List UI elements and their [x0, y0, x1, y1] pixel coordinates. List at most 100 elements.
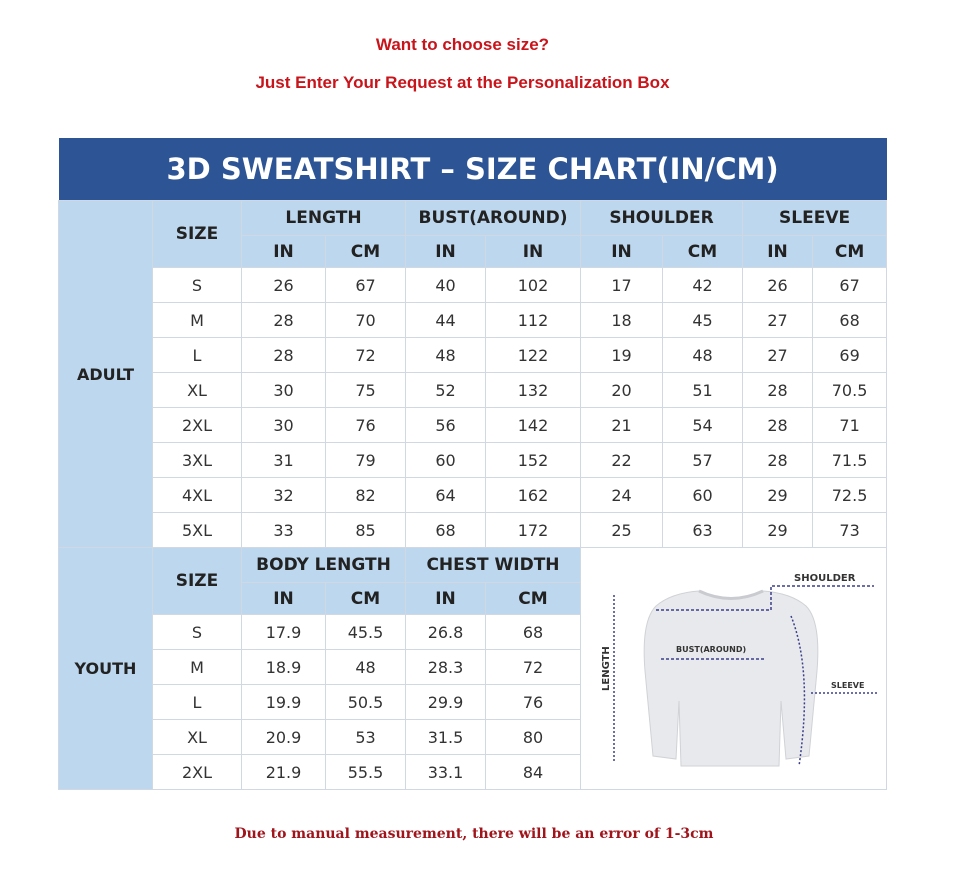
table-row: L 28 72 48 122 19 48 27 69 — [59, 337, 888, 373]
table-cell: 102 — [485, 267, 581, 303]
table-cell: 21 — [580, 407, 663, 443]
table-cell: 67 — [811, 267, 888, 303]
table-cell: 54 — [662, 407, 743, 443]
unit-header: IN — [405, 582, 486, 615]
table-cell: 172 — [485, 512, 581, 548]
table-cell: 27 — [742, 302, 813, 338]
unit-header: IN — [580, 235, 663, 268]
unit-header: CM — [662, 235, 743, 268]
table-cell: 24 — [580, 477, 663, 513]
sweatshirt-measurement-diagram: SHOULDER BUST(AROUND) SLEEVE LENGTH — [579, 547, 888, 790]
table-cell: 27 — [742, 337, 813, 373]
table-cell: 132 — [485, 372, 581, 408]
table-cell: 26 — [241, 267, 326, 303]
table-cell: 18.9 — [241, 649, 326, 685]
table-cell: 42 — [662, 267, 743, 303]
table-cell: 28.3 — [405, 649, 486, 685]
chart-title: 3D SWEATSHIRT – SIZE CHART(IN/CM) — [58, 138, 887, 201]
table-cell: 112 — [485, 302, 581, 338]
size-cell: S — [152, 267, 242, 303]
table-cell: 48 — [325, 649, 406, 685]
table-cell: 51 — [662, 372, 743, 408]
table-row: M 18.9 48 28.3 72 — [59, 649, 887, 685]
table-cell: 73 — [811, 512, 888, 548]
unit-header: IN — [405, 235, 486, 268]
column-group-header: LENGTH — [241, 200, 406, 236]
table-cell: 52 — [405, 372, 486, 408]
table-cell: 26 — [742, 267, 813, 303]
youth-section-label: YOUTH — [58, 547, 153, 790]
table-cell: 63 — [662, 512, 743, 548]
unit-header: IN — [742, 235, 813, 268]
table-cell: 31 — [241, 442, 326, 478]
table-cell: 68 — [405, 512, 486, 548]
length-label: LENGTH — [601, 646, 612, 691]
table-cell: 57 — [662, 442, 743, 478]
table-cell: 21.9 — [241, 754, 326, 790]
table-row: 2XL 21.9 55.5 33.1 84 — [59, 754, 887, 790]
table-cell: 75 — [325, 372, 406, 408]
size-cell: L — [152, 337, 242, 373]
size-cell: 4XL — [152, 477, 242, 513]
table-cell: 28 — [742, 407, 813, 443]
size-cell: 5XL — [152, 512, 242, 548]
table-row: XL 30 75 52 132 20 51 28 70.5 — [59, 372, 888, 408]
size-cell: XL — [152, 372, 242, 408]
size-cell: 3XL — [152, 442, 242, 478]
table-row: S 26 67 40 102 17 42 26 67 — [59, 267, 888, 303]
unit-header: IN — [485, 235, 581, 268]
table-row: 4XL 32 82 64 162 24 60 29 72.5 — [59, 477, 888, 513]
table-cell: 71.5 — [811, 442, 888, 478]
table-cell: 26.8 — [405, 614, 486, 650]
size-cell: S — [152, 614, 242, 650]
size-header: SIZE — [152, 547, 242, 615]
table-cell: 64 — [405, 477, 486, 513]
table-cell: 72 — [325, 337, 406, 373]
size-cell: XL — [152, 719, 242, 755]
unit-header: IN — [241, 582, 326, 615]
table-cell: 22 — [580, 442, 663, 478]
table-cell: 80 — [485, 719, 581, 755]
table-row: XL 20.9 53 31.5 80 — [59, 719, 887, 755]
table-cell: 50.5 — [325, 684, 406, 720]
sleeve-label: SLEEVE — [831, 681, 864, 690]
table-cell: 55.5 — [325, 754, 406, 790]
table-cell: 72 — [485, 649, 581, 685]
table-cell: 76 — [485, 684, 581, 720]
table-cell: 152 — [485, 442, 581, 478]
table-cell: 48 — [405, 337, 486, 373]
column-group-header: SHOULDER — [580, 200, 743, 236]
table-cell: 72.5 — [811, 477, 888, 513]
table-cell: 70.5 — [811, 372, 888, 408]
table-cell: 18 — [580, 302, 663, 338]
table-row: 2XL 30 76 56 142 21 54 28 71 — [59, 407, 888, 443]
table-cell: 56 — [405, 407, 486, 443]
table-cell: 142 — [485, 407, 581, 443]
size-header: SIZE — [152, 200, 242, 268]
table-cell: 68 — [811, 302, 888, 338]
bust-label: BUST(AROUND) — [676, 645, 746, 654]
table-cell: 28 — [241, 302, 326, 338]
table-cell: 45.5 — [325, 614, 406, 650]
table-row: M 28 70 44 112 18 45 27 68 — [59, 302, 888, 338]
table-cell: 28 — [742, 442, 813, 478]
table-cell: 30 — [241, 372, 326, 408]
table-row: 3XL 31 79 60 152 22 57 28 71.5 — [59, 442, 888, 478]
table-cell: 68 — [485, 614, 581, 650]
column-group-header: BUST(AROUND) — [405, 200, 581, 236]
table-cell: 30 — [241, 407, 326, 443]
table-cell: 53 — [325, 719, 406, 755]
personalization-note: Just Enter Your Request at the Personali… — [255, 73, 670, 92]
size-cell: L — [152, 684, 242, 720]
table-cell: 19 — [580, 337, 663, 373]
column-group-header: CHEST WIDTH — [405, 547, 581, 583]
table-cell: 29.9 — [405, 684, 486, 720]
table-cell: 33 — [241, 512, 326, 548]
table-cell: 19.9 — [241, 684, 326, 720]
table-cell: 20.9 — [241, 719, 326, 755]
table-cell: 33.1 — [405, 754, 486, 790]
table-cell: 32 — [241, 477, 326, 513]
unit-header: CM — [485, 582, 581, 615]
table-cell: 31.5 — [405, 719, 486, 755]
table-row: 5XL 33 85 68 172 25 63 29 73 — [59, 512, 888, 548]
